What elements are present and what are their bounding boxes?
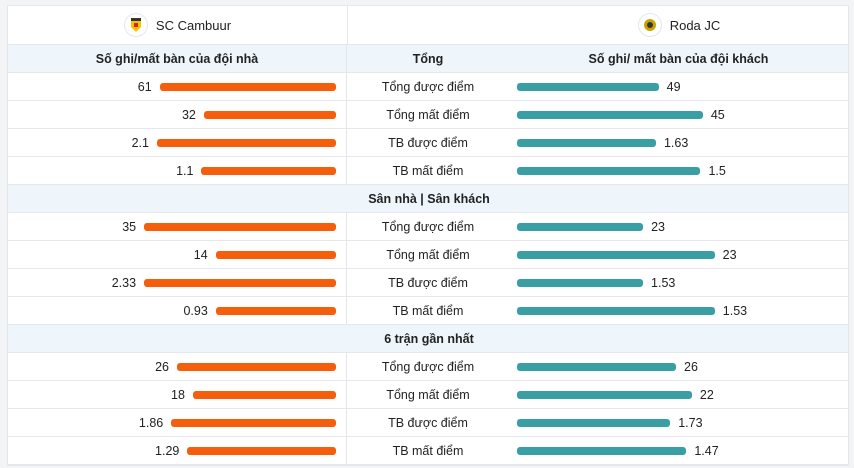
home-bar xyxy=(177,362,336,371)
home-bar xyxy=(144,278,336,287)
teams-header: SC Cambuur Roda JC xyxy=(8,6,848,45)
away-bar xyxy=(517,138,656,147)
away-bar xyxy=(517,250,715,259)
stat-label: TB được điểm xyxy=(388,135,468,150)
home-value: 14 xyxy=(193,247,208,262)
away-column-header: Số ghi/ mất bàn của đội khách xyxy=(588,51,769,66)
stat-label: Tổng mất điểm xyxy=(386,387,470,402)
home-value: 0.93 xyxy=(183,303,208,318)
home-bar xyxy=(201,166,336,175)
home-value: 35 xyxy=(122,219,137,234)
away-value: 1.53 xyxy=(722,303,748,318)
stat-label: Tổng được điểm xyxy=(381,79,475,94)
stat-label: Tổng mất điểm xyxy=(386,107,470,122)
home-bar xyxy=(215,250,336,259)
away-team-logo-icon xyxy=(637,13,662,37)
home-bar xyxy=(192,390,336,399)
section-header: 6 trận gần nhất xyxy=(8,325,848,353)
home-team[interactable]: SC Cambuur xyxy=(8,6,348,44)
stat-row: 32 Tổng mất điểm 45 xyxy=(8,101,848,129)
home-value: 1.1 xyxy=(176,163,194,178)
away-team[interactable]: Roda JC xyxy=(510,6,848,44)
stat-row: 1.86 TB được điểm 1.73 xyxy=(8,409,848,437)
stat-row: 18 Tổng mất điểm 22 xyxy=(8,381,848,409)
stat-label: TB mất điểm xyxy=(392,443,464,458)
home-bar xyxy=(203,110,336,119)
away-value: 1.73 xyxy=(678,415,703,430)
home-value: 1.86 xyxy=(138,415,164,430)
away-value: 23 xyxy=(722,247,737,262)
middle-column-header: Tổng xyxy=(412,51,444,66)
home-column-header: Số ghi/mất bàn của đội nhà xyxy=(8,45,347,72)
away-bar xyxy=(517,418,671,427)
stat-label: Tổng được điểm xyxy=(381,359,475,374)
home-value: 2.1 xyxy=(131,135,149,150)
away-value: 22 xyxy=(699,387,714,402)
home-team-name: SC Cambuur xyxy=(155,17,232,33)
stat-row: 2.33 TB được điểm 1.53 xyxy=(8,269,848,297)
away-bar xyxy=(517,166,701,175)
stats-table: SC Cambuur Roda JC Số ghi/mất bàn của độ… xyxy=(7,5,849,466)
home-bar xyxy=(144,222,336,231)
away-value: 1.47 xyxy=(694,443,719,458)
home-bar xyxy=(187,446,336,455)
stat-label: TB được điểm xyxy=(388,275,468,290)
stat-label: TB mất điểm xyxy=(392,163,464,178)
stat-row: 61 Tổng được điểm 49 xyxy=(8,73,848,101)
home-team-logo-icon xyxy=(123,13,148,37)
away-value: 23 xyxy=(651,219,665,234)
stat-label: Tổng được điểm xyxy=(381,219,475,234)
home-bar xyxy=(215,306,336,315)
away-bar xyxy=(517,446,687,455)
stat-row: 35 Tổng được điểm 23 xyxy=(8,213,848,241)
away-value: 1.63 xyxy=(663,135,689,150)
stat-row: 0.93 TB mất điểm 1.53 xyxy=(8,297,848,325)
home-bar xyxy=(171,418,336,427)
stat-row: 26 Tổng được điểm 26 xyxy=(8,353,848,381)
away-team-name: Roda JC xyxy=(669,17,721,33)
stat-row: 1.1 TB mất điểm 1.5 xyxy=(8,157,848,185)
away-bar xyxy=(517,390,692,399)
away-value: 1.53 xyxy=(651,275,676,290)
stat-label: TB được điểm xyxy=(388,415,468,430)
home-value: 2.33 xyxy=(111,275,137,290)
home-bar xyxy=(159,82,336,91)
away-value: 45 xyxy=(710,107,725,122)
home-value: 32 xyxy=(181,107,196,122)
stat-label: Tổng mất điểm xyxy=(386,247,470,262)
stat-row: 14 Tổng mất điểm 23 xyxy=(8,241,848,269)
away-bar xyxy=(517,362,676,371)
section-header: Sân nhà | Sân khách xyxy=(8,185,848,213)
away-bar xyxy=(517,306,715,315)
column-headers: Số ghi/mất bàn của đội nhà Tổng Số ghi/ … xyxy=(8,45,848,73)
away-value: 49 xyxy=(666,79,681,94)
home-bar xyxy=(156,138,336,147)
away-bar xyxy=(517,278,644,287)
away-value: 1.5 xyxy=(708,163,726,178)
away-value: 26 xyxy=(684,359,698,374)
home-value: 1.29 xyxy=(155,443,180,458)
stat-row: 1.29 TB mất điểm 1.47 xyxy=(8,437,848,465)
home-value: 18 xyxy=(171,387,185,402)
stat-label: TB mất điểm xyxy=(392,303,464,318)
stat-row: 2.1 TB được điểm 1.63 xyxy=(8,129,848,157)
away-bar xyxy=(517,82,659,91)
home-value: 61 xyxy=(137,79,152,94)
home-value: 26 xyxy=(155,359,169,374)
away-bar xyxy=(517,110,703,119)
away-bar xyxy=(517,222,644,231)
